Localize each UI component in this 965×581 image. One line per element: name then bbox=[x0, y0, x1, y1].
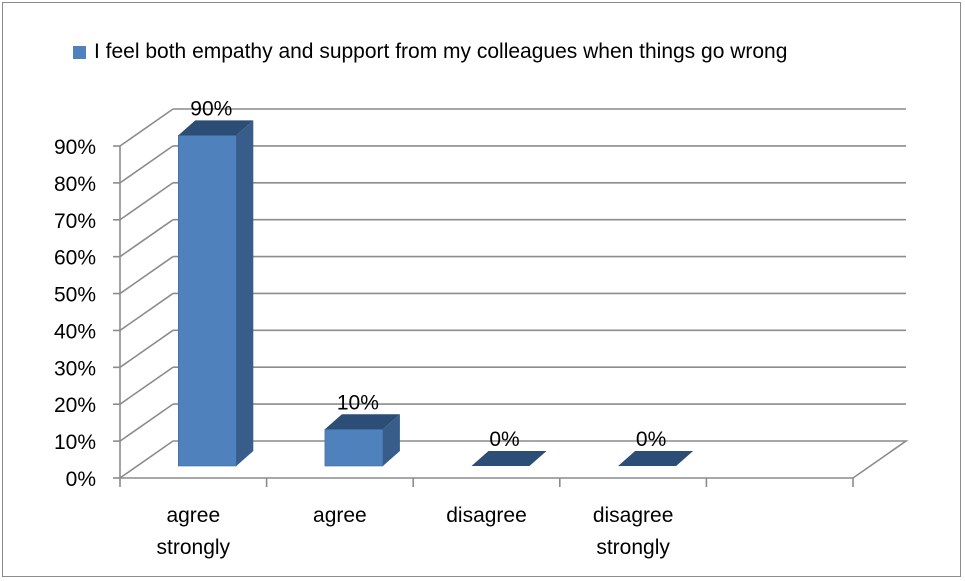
legend-label: I feel both empathy and support from my … bbox=[94, 40, 788, 63]
data-label: 0% bbox=[636, 428, 666, 451]
chart-legend: I feel both empathy and support from my … bbox=[73, 39, 787, 65]
legend-swatch bbox=[73, 45, 86, 59]
gridline-diagonal bbox=[119, 108, 174, 147]
y-tick-label: 70% bbox=[54, 210, 96, 233]
data-label: 90% bbox=[190, 97, 232, 120]
gridline-diagonal bbox=[119, 145, 174, 184]
gridline-diagonal bbox=[119, 329, 174, 368]
bar bbox=[324, 428, 384, 467]
y-tick-label: 50% bbox=[54, 284, 96, 307]
bar bbox=[178, 135, 237, 467]
x-tick-label: disagree bbox=[593, 504, 674, 527]
y-tick-label: 40% bbox=[54, 320, 96, 343]
bar-top bbox=[618, 451, 694, 466]
gridline-diagonal bbox=[119, 292, 174, 332]
bar-top bbox=[178, 120, 254, 136]
gridline-diagonal bbox=[119, 403, 174, 442]
y-tick-label: 60% bbox=[54, 247, 96, 270]
y-tick-label: 0% bbox=[66, 468, 96, 491]
gridline-diagonal bbox=[119, 255, 174, 295]
y-tick-label: 90% bbox=[54, 136, 96, 159]
y-tick-label: 80% bbox=[54, 173, 96, 196]
floor-outline bbox=[119, 440, 909, 479]
data-label: 10% bbox=[337, 391, 379, 414]
gridline-diagonal bbox=[119, 366, 174, 405]
gridline-diagonal bbox=[119, 182, 174, 221]
gridline-diagonal bbox=[119, 219, 174, 258]
bar-side bbox=[236, 120, 254, 466]
x-tick-label: disagree bbox=[446, 504, 527, 527]
y-tick-label: 20% bbox=[54, 394, 96, 417]
bar-top bbox=[324, 414, 400, 430]
bar-top bbox=[471, 451, 547, 466]
bar-side bbox=[382, 414, 400, 466]
y-tick-label: 30% bbox=[54, 357, 96, 380]
x-tick-label: strongly bbox=[157, 536, 231, 559]
y-tick-label: 10% bbox=[54, 431, 96, 454]
data-label: 0% bbox=[489, 428, 519, 451]
x-tick-label: agree bbox=[313, 504, 367, 527]
x-tick-label: agree bbox=[166, 504, 220, 527]
x-tick-label: strongly bbox=[596, 536, 670, 559]
